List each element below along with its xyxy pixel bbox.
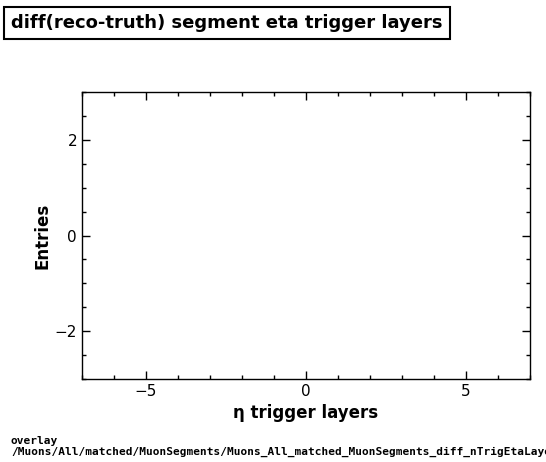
Text: diff(reco-truth) segment eta trigger layers: diff(reco-truth) segment eta trigger lay… — [11, 14, 442, 32]
Y-axis label: Entries: Entries — [34, 202, 52, 269]
X-axis label: η trigger layers: η trigger layers — [233, 404, 378, 422]
Text: overlay
/Muons/All/matched/MuonSegments/Muons_All_matched_MuonSegments_diff_nTri: overlay /Muons/All/matched/MuonSegments/… — [11, 436, 546, 457]
